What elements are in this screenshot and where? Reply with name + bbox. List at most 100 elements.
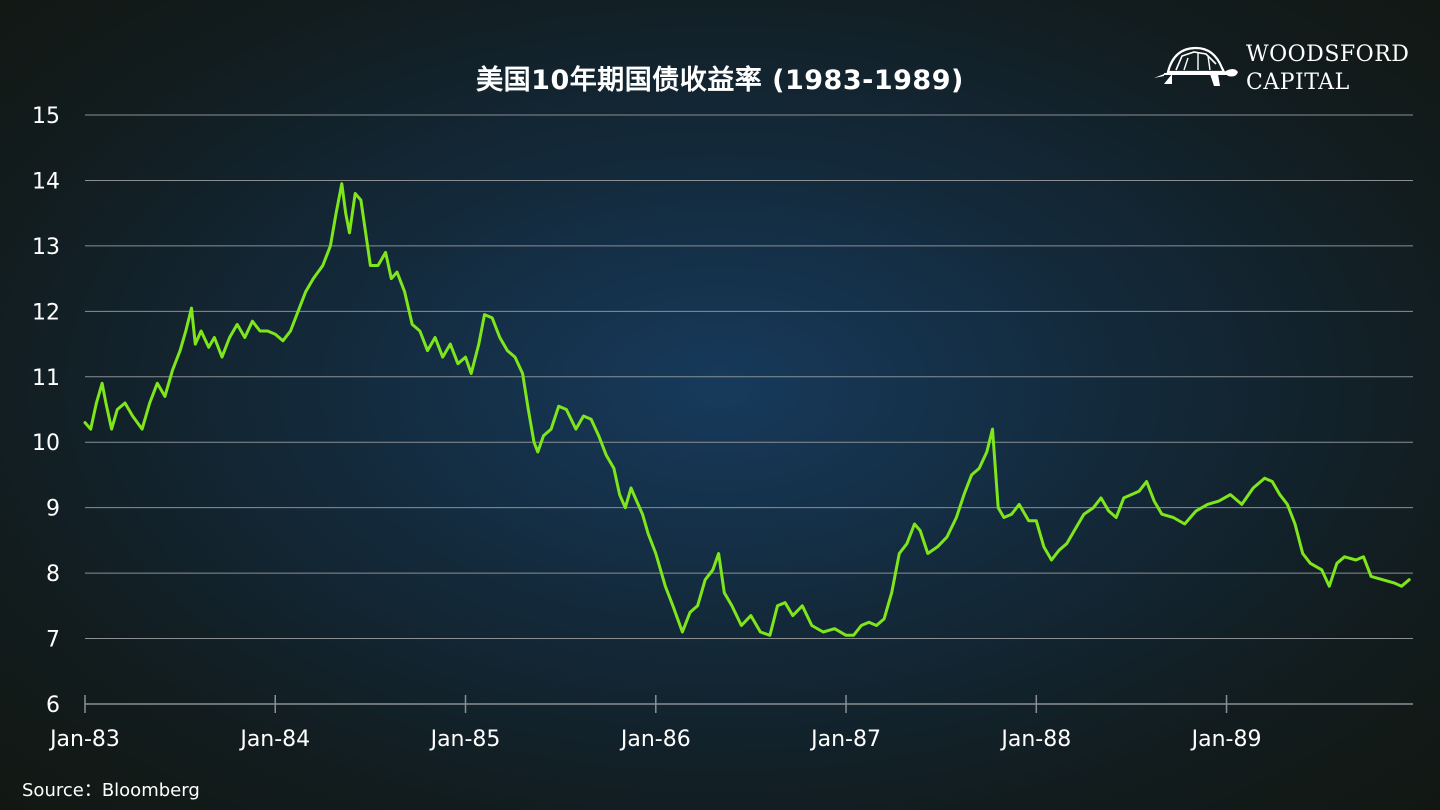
data-point <box>955 516 958 519</box>
x-tick-label: Jan-83 <box>48 727 120 752</box>
y-tick-label: 12 <box>32 300 60 325</box>
data-point <box>200 330 202 332</box>
data-point <box>1108 510 1110 512</box>
data-point <box>750 615 752 617</box>
data-point <box>1229 494 1231 496</box>
data-point <box>1043 546 1045 548</box>
data-point <box>582 415 585 417</box>
data-point <box>875 624 878 627</box>
chart-title: 美国10年期国债收益率 (1983-1989) <box>476 65 964 96</box>
data-point <box>1355 559 1357 561</box>
data-point <box>345 212 347 214</box>
data-point <box>341 183 343 185</box>
data-point <box>1218 500 1220 502</box>
y-tick-label: 15 <box>32 104 60 129</box>
x-axis <box>84 695 1413 713</box>
data-point <box>860 624 862 627</box>
data-point <box>483 314 486 316</box>
x-tick-label: Jan-85 <box>429 727 501 752</box>
data-point <box>898 552 900 555</box>
data-point <box>704 579 706 581</box>
data-point <box>1130 494 1132 496</box>
data-point <box>681 631 684 633</box>
data-point <box>164 395 166 397</box>
data-point <box>105 402 107 404</box>
y-tick-label: 8 <box>46 562 60 587</box>
data-point <box>927 552 929 555</box>
data-point <box>630 487 632 489</box>
data-point <box>522 372 524 375</box>
data-point <box>792 615 794 617</box>
data-point <box>769 634 771 636</box>
data-point <box>978 467 980 469</box>
data-point <box>655 552 657 555</box>
data-point <box>1195 510 1197 512</box>
data-point <box>236 323 238 325</box>
x-tick-label: Jan-84 <box>238 727 310 752</box>
data-point <box>282 340 284 342</box>
data-point <box>575 428 577 430</box>
y-tick-label: 6 <box>46 693 60 718</box>
data-point <box>822 631 824 633</box>
data-point <box>689 611 691 614</box>
tick-labels: 6 7 8 9 10 11 12 13 14 15 Jan-83 Jan-84 Jan-85 Jan-86… <box>32 104 1261 752</box>
data-point <box>1028 520 1030 522</box>
data-point <box>1286 503 1288 505</box>
data-point <box>312 278 314 280</box>
data-point <box>1328 585 1330 587</box>
data-point <box>297 310 299 312</box>
data-point <box>1302 552 1304 555</box>
data-point <box>426 350 429 352</box>
y-tick-label: 13 <box>32 235 60 260</box>
data-point <box>95 402 97 404</box>
data-point <box>1336 562 1338 564</box>
data-point <box>229 336 231 339</box>
data-point <box>1294 523 1296 525</box>
data-point <box>156 382 158 384</box>
data-point <box>1100 497 1102 499</box>
grid-lines <box>85 114 1413 640</box>
data-point <box>274 333 276 335</box>
data-point <box>1362 556 1365 558</box>
data-point <box>396 271 398 273</box>
logo-text-line1: WOODSFORD <box>1246 42 1410 67</box>
data-point <box>390 278 392 280</box>
x-tick-label: Jan-86 <box>619 727 691 752</box>
data-point <box>1146 480 1148 483</box>
data-point <box>605 454 607 456</box>
series-line-yield <box>83 182 1411 637</box>
data-point <box>141 428 143 430</box>
data-point <box>1161 513 1163 515</box>
data-point <box>514 356 516 358</box>
data-point <box>1271 480 1273 483</box>
data-point <box>811 624 813 627</box>
data-point <box>404 291 406 293</box>
data-point <box>1184 523 1186 525</box>
data-point <box>470 372 472 375</box>
data-point <box>1018 503 1020 505</box>
data-point <box>946 536 948 538</box>
data-point <box>845 634 847 636</box>
data-point <box>1073 530 1075 532</box>
data-point <box>891 592 893 594</box>
data-point <box>194 343 196 345</box>
data-point <box>335 212 337 214</box>
data-point <box>731 605 733 607</box>
data-point <box>986 451 988 453</box>
data-point <box>1401 585 1403 587</box>
data-point <box>506 350 508 352</box>
turtle-icon <box>1154 46 1238 86</box>
data-point <box>185 330 187 332</box>
data-point <box>411 323 413 325</box>
data-point <box>784 602 786 604</box>
data-point <box>213 336 215 339</box>
data-point <box>718 552 720 555</box>
data-point <box>360 199 362 201</box>
data-point <box>697 605 699 607</box>
data-point <box>434 336 436 339</box>
data-point <box>1408 579 1410 581</box>
data-point <box>712 569 714 571</box>
data-point <box>868 621 870 623</box>
data-point <box>537 451 539 453</box>
